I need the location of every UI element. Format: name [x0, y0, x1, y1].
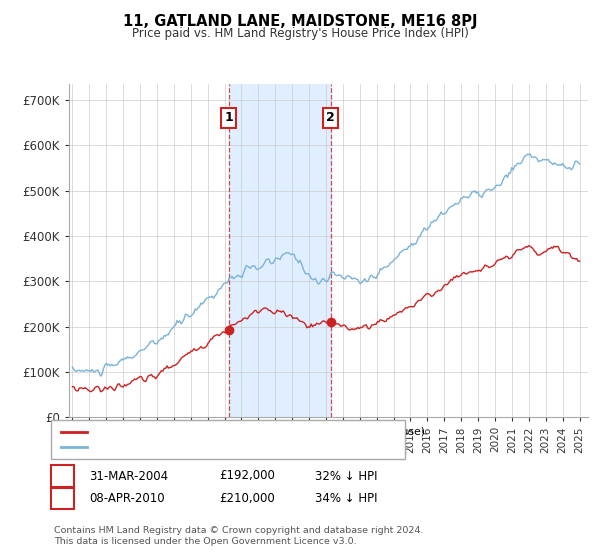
- Text: 11, GATLAND LANE, MAIDSTONE, ME16 8PJ: 11, GATLAND LANE, MAIDSTONE, ME16 8PJ: [123, 14, 477, 29]
- Text: 2: 2: [58, 492, 67, 505]
- Text: £210,000: £210,000: [219, 492, 275, 505]
- Text: 08-APR-2010: 08-APR-2010: [89, 492, 164, 505]
- Text: 1: 1: [58, 469, 67, 483]
- Text: 34% ↓ HPI: 34% ↓ HPI: [315, 492, 377, 505]
- Text: 1: 1: [224, 111, 233, 124]
- Text: 32% ↓ HPI: 32% ↓ HPI: [315, 469, 377, 483]
- Text: £192,000: £192,000: [219, 469, 275, 483]
- Text: 31-MAR-2004: 31-MAR-2004: [89, 469, 168, 483]
- Text: HPI: Average price, detached house, Maidstone: HPI: Average price, detached house, Maid…: [90, 442, 349, 452]
- Text: 11, GATLAND LANE, MAIDSTONE, ME16 8PJ (detached house): 11, GATLAND LANE, MAIDSTONE, ME16 8PJ (d…: [90, 427, 425, 437]
- Text: Contains HM Land Registry data © Crown copyright and database right 2024.
This d: Contains HM Land Registry data © Crown c…: [54, 526, 424, 546]
- Text: 2: 2: [326, 111, 335, 124]
- Bar: [229, 84, 331, 417]
- Text: Price paid vs. HM Land Registry's House Price Index (HPI): Price paid vs. HM Land Registry's House …: [131, 27, 469, 40]
